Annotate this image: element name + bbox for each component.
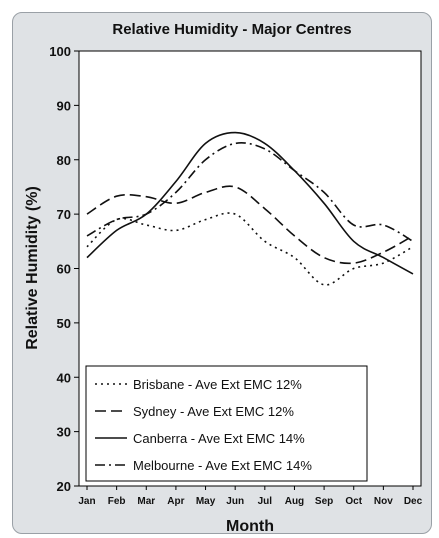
legend: Brisbane - Ave Ext EMC 12% Sydney - Ave E… — [85, 365, 368, 482]
y-axis: 20 30 40 50 60 70 80 90 100 — [49, 44, 79, 494]
x-tick-label: Jan — [78, 496, 95, 507]
y-tick-label: 30 — [57, 425, 71, 440]
x-tick-label: Jul — [258, 496, 273, 507]
x-tick-label: May — [196, 496, 216, 507]
y-tick-label: 50 — [57, 316, 71, 331]
chart-title: Relative Humidity - Major Centres — [112, 21, 351, 38]
x-tick-label: Mar — [137, 496, 155, 507]
y-axis-label: Relative Humidity (%) — [24, 186, 41, 350]
y-tick-label: 60 — [57, 262, 71, 277]
x-tick-label: Jun — [226, 496, 244, 507]
legend-entry: Brisbane - Ave Ext EMC 12% — [133, 377, 302, 392]
legend-entry: Sydney - Ave Ext EMC 12% — [133, 404, 294, 419]
x-tick-label: Sep — [315, 496, 333, 507]
y-tick-label: 40 — [57, 370, 71, 385]
x-axis-label: Month — [226, 518, 274, 535]
x-tick-label: Feb — [108, 496, 126, 507]
series-line-melbourne — [86, 142, 414, 243]
x-tick-label: Apr — [167, 496, 184, 507]
x-tick-label: Nov — [374, 496, 393, 507]
legend-entry: Melbourne - Ave Ext EMC 14% — [133, 458, 312, 473]
x-tick-label: Aug — [285, 496, 304, 507]
series-lines — [86, 131, 414, 286]
x-tick-label: Oct — [345, 496, 362, 507]
y-tick-label: 100 — [49, 44, 71, 59]
y-tick-label: 90 — [57, 98, 71, 113]
y-tick-label: 20 — [57, 479, 71, 494]
legend-box — [85, 365, 368, 482]
x-axis: Jan Feb Mar Apr May Jun Jul Aug Sep Oct Nov Dec — [78, 486, 423, 507]
legend-entry: Canberra - Ave Ext EMC 14% — [133, 431, 305, 446]
y-tick-label: 80 — [57, 153, 71, 168]
series-line-sydney — [86, 185, 414, 265]
x-tick-label: Dec — [404, 496, 423, 507]
y-tick-label: 70 — [57, 207, 71, 222]
